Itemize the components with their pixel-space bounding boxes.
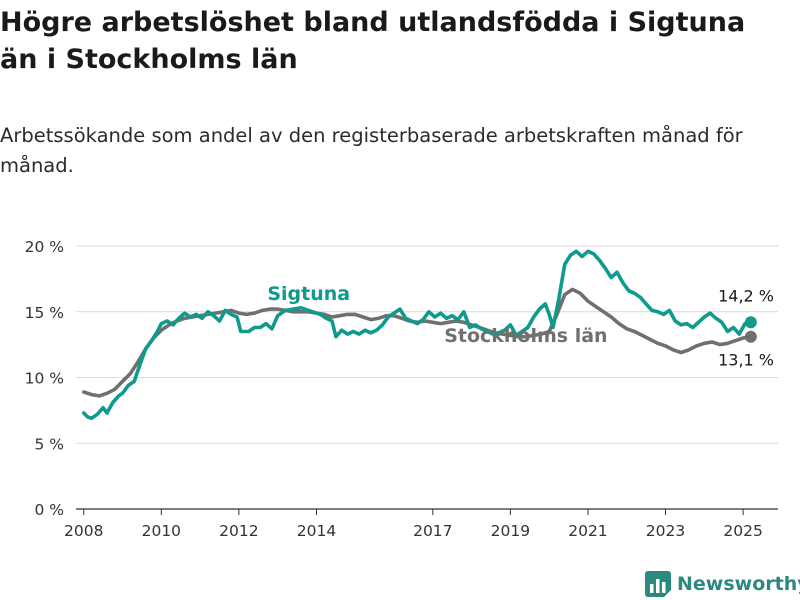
y-tick-label: 20 %: [25, 238, 64, 256]
page-subtitle: Arbetssökande som andel av den registerb…: [0, 124, 743, 177]
y-tick-label: 0 %: [34, 501, 64, 519]
y-tick-label: 5 %: [34, 435, 64, 453]
series-label: Sigtuna: [267, 283, 350, 305]
series-end-point: [744, 316, 757, 329]
series-end-label: 14,2 %: [718, 286, 774, 305]
x-tick-label: 2025: [723, 522, 762, 540]
series-end-label: 13,1 %: [718, 351, 774, 370]
y-tick-label: 15 %: [25, 304, 64, 322]
x-tick-label: 2019: [491, 522, 530, 540]
x-tick-label: 2014: [297, 522, 336, 540]
brand-name: Newsworthy: [677, 573, 800, 595]
x-tick-label: 2010: [142, 522, 181, 540]
newsworthy-brand: Newsworthy: [645, 568, 800, 600]
x-axis: 2008 2010 2012 2014 2017 2019 2021 2023 2025: [64, 509, 763, 540]
x-tick-label: 2021: [568, 522, 607, 540]
chart-series-lines: [82, 249, 753, 421]
bar-chart-logo-icon: [645, 571, 671, 597]
x-tick-label: 2008: [64, 522, 103, 540]
y-tick-label: 10 %: [25, 370, 64, 388]
series-line-sigtuna: [82, 249, 753, 421]
chart-annotations: Sigtuna Stockholms län: [267, 283, 607, 347]
chart-end-markers: 13,1 % 14,2 %: [718, 286, 774, 369]
x-tick-label: 2023: [646, 522, 685, 540]
page-title: Högre arbetslöshet bland utlandsfödda i …: [0, 7, 746, 75]
y-axis-tick-labels: 0 % 5 % 10 % 15 % 20 %: [25, 238, 64, 519]
x-tick-label: 2017: [413, 522, 452, 540]
x-tick-label: 2012: [219, 522, 258, 540]
series-label: Stockholms län: [444, 325, 607, 347]
series-line-stockholms-län: [82, 287, 753, 398]
chart-grid: [76, 245, 778, 510]
series-end-point: [744, 330, 757, 343]
